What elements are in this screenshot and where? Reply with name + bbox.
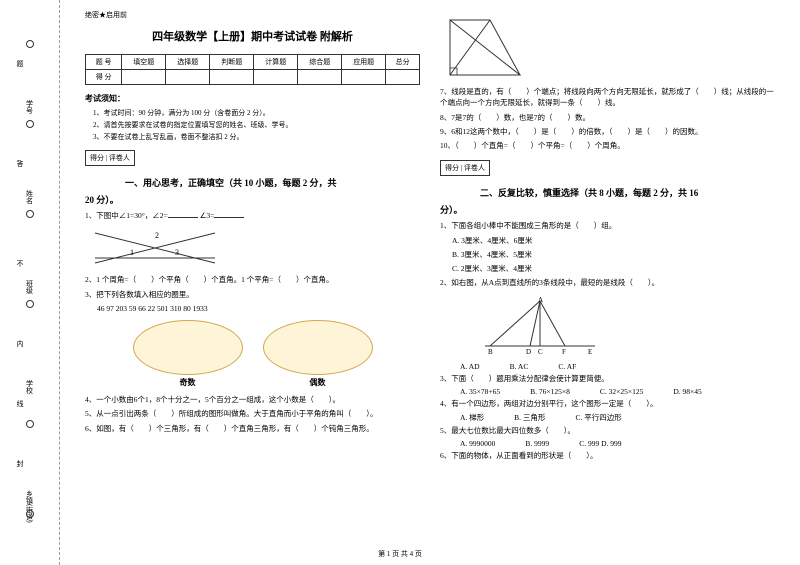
s2q2: 2、如右图，从A点到直线所的3条线段中，最短的是线段（ ）。 bbox=[440, 277, 775, 288]
opt-a: A. AD bbox=[460, 362, 480, 371]
opt-d: D. 98×45 bbox=[673, 387, 701, 396]
s2q4-opts: A. 梯形 B. 三角形 C. 平行四边形 bbox=[440, 412, 775, 423]
oval-even bbox=[263, 320, 373, 375]
section-1-cont: 20 分）。 bbox=[85, 193, 420, 206]
svg-text:B: B bbox=[488, 348, 493, 356]
opt-c: C. 32×25×125 bbox=[600, 387, 643, 396]
angle-diagram: 2 1 3 bbox=[85, 228, 225, 268]
th-total: 总分 bbox=[386, 55, 420, 70]
notice-1: 1、考试时间：90 分钟，满分为 100 分（含卷面分 2 分）。 bbox=[85, 108, 420, 118]
triangle-diagram bbox=[440, 10, 540, 80]
exam-title: 四年级数学【上册】期中考试试卷 附解析 bbox=[85, 28, 420, 44]
q6: 6、如图，有（ ）个三角形，有（ ）个直角三角形，有（ ）个钝角三角形。 bbox=[85, 423, 420, 434]
th-app: 应用题 bbox=[342, 55, 386, 70]
th-num: 题 号 bbox=[86, 55, 122, 70]
notice-2: 2、请首先按要求在试卷的指定位置填写您的姓名、班级、学号。 bbox=[85, 120, 420, 130]
td-score: 得 分 bbox=[86, 70, 122, 85]
main-content: 绝密★启用前 四年级数学【上册】期中考试试卷 附解析 题 号 填空题 选择题 判… bbox=[60, 0, 800, 565]
q4: 4、一个小数由6个1，8个十分之一，5个百分之一组成，这个小数是（ ）。 bbox=[85, 394, 420, 405]
oval-even-label: 偶数 bbox=[263, 377, 373, 388]
th-fill: 填空题 bbox=[122, 55, 166, 70]
svg-text:A: A bbox=[538, 296, 543, 304]
margin-circle bbox=[26, 40, 34, 48]
secret-label: 绝密★启用前 bbox=[85, 10, 420, 20]
s2q3: 3、下面（ ）题用乘法分配律会使计算更简便。 bbox=[440, 373, 775, 384]
opt-c: C. 999 D. 999 bbox=[579, 439, 621, 448]
svg-text:F: F bbox=[562, 348, 566, 356]
section-1-title: 一、用心思考，正确填空（共 10 小题，每题 2 分，共 bbox=[125, 176, 420, 189]
q9: 9、6和12这两个数中，（ ）是（ ）的倍数，（ ）是（ ）的因数。 bbox=[440, 126, 775, 137]
margin-label-id: 学号 bbox=[25, 100, 35, 114]
oval-container: 奇数 偶数 bbox=[85, 320, 420, 388]
s2q5-opts: A. 9990000 B. 9999 C. 999 D. 999 bbox=[440, 439, 775, 448]
opt-b: B. 9999 bbox=[525, 439, 549, 448]
opt-b: B. AC bbox=[510, 362, 529, 371]
s2q3-opts: A. 35×78+65 B. 76×125×8 C. 32×25×125 D. … bbox=[440, 387, 775, 396]
margin-circle bbox=[26, 300, 34, 308]
s2q1: 1、下面各组小棒中不能围成三角形的是（ ）组。 bbox=[440, 220, 775, 231]
s2q5: 5、最大七位数比最大四位数多（ ）。 bbox=[440, 425, 775, 436]
page-footer: 第 1 页 共 4 页 bbox=[378, 549, 422, 559]
svg-text:1: 1 bbox=[130, 248, 134, 257]
section-2-cont: 分）。 bbox=[440, 203, 775, 216]
score-box-1: 得分 | 评卷人 bbox=[85, 150, 135, 166]
opt-a: A. 梯形 bbox=[460, 412, 484, 423]
q2: 2、1 个周角=（ ）个平角（ ）个直角。1 个平角=（ ）个直角。 bbox=[85, 274, 420, 285]
binding-margin: 乡镇(街道) 学校 班级 姓名 学号 封 线 内 不 答 题 bbox=[0, 0, 60, 565]
left-column: 绝密★启用前 四年级数学【上册】期中考试试卷 附解析 题 号 填空题 选择题 判… bbox=[75, 10, 430, 555]
seal-mark-5: 答 bbox=[15, 160, 25, 167]
s2q1b: B. 3厘米、4厘米、5厘米 bbox=[440, 249, 775, 260]
oval-odd bbox=[133, 320, 243, 375]
q5: 5、从一点引出两条（ ）所组成的图形叫做角。大于直角而小于平角的角叫（ ）。 bbox=[85, 408, 420, 419]
opt-b: B. 三角形 bbox=[514, 412, 545, 423]
right-column: 7、线段是直的，有（ ）个端点；将线段向两个方向无限延长，就形成了（ ）线；从线… bbox=[430, 10, 785, 555]
s2q4: 4、有一个四边形，两组对边分别平行，这个图形一定是（ ）。 bbox=[440, 398, 775, 409]
q3-numbers: 46 97 203 59 66 22 501 310 80 1933 bbox=[85, 303, 420, 314]
seal-mark-4: 不 bbox=[15, 260, 25, 267]
s2q1c: C. 2厘米、3厘米、4厘米 bbox=[440, 263, 775, 274]
svg-text:2: 2 bbox=[155, 231, 159, 240]
s2q1a: A. 3厘米、4厘米、6厘米 bbox=[440, 235, 775, 246]
margin-circle bbox=[26, 510, 34, 518]
margin-circle bbox=[26, 420, 34, 428]
notice-title: 考试须知： bbox=[85, 93, 420, 104]
q7: 7、线段是直的，有（ ）个端点；将线段向两个方向无限延长，就形成了（ ）线；从线… bbox=[440, 86, 775, 109]
svg-text:3: 3 bbox=[175, 248, 179, 257]
q8: 8、7是7的（ ）数，也是7的（ ）数。 bbox=[440, 112, 775, 123]
seal-mark-6: 题 bbox=[15, 60, 25, 67]
opt-a: A. 9990000 bbox=[460, 439, 495, 448]
svg-text:D: D bbox=[526, 348, 531, 356]
opt-c: C. AF bbox=[558, 362, 576, 371]
seal-mark-2: 线 bbox=[15, 400, 25, 407]
th-comp: 综合题 bbox=[298, 55, 342, 70]
margin-circle bbox=[26, 120, 34, 128]
th-judge: 判断题 bbox=[210, 55, 254, 70]
svg-text:E: E bbox=[588, 348, 592, 356]
s2q6: 6、下面的物体，从正面看到的形状是（ ）。 bbox=[440, 450, 775, 461]
q10: 10、（ ）个直角=（ ）个平角=（ ）个周角。 bbox=[440, 140, 775, 151]
line-segment-diagram: A B D C F E bbox=[480, 296, 600, 356]
s2q2-opts: A. AD B. AC C. AF bbox=[440, 362, 775, 371]
margin-label-class: 班级 bbox=[25, 280, 35, 294]
opt-c: C. 平行四边形 bbox=[575, 412, 621, 423]
opt-a: A. 35×78+65 bbox=[460, 387, 500, 396]
svg-text:C: C bbox=[538, 348, 543, 356]
opt-b: B. 76×125×8 bbox=[530, 387, 570, 396]
oval-odd-label: 奇数 bbox=[133, 377, 243, 388]
score-box-2: 得分 | 评卷人 bbox=[440, 160, 490, 176]
section-2-title: 二、反复比较，慎重选择（共 8 小题，每题 2 分，共 16 bbox=[480, 186, 775, 199]
seal-mark-1: 封 bbox=[15, 460, 25, 467]
seal-mark-3: 内 bbox=[15, 340, 25, 347]
margin-label-school: 学校 bbox=[25, 380, 35, 394]
score-table: 题 号 填空题 选择题 判断题 计算题 综合题 应用题 总分 得 分 bbox=[85, 54, 420, 85]
margin-label-name: 姓名 bbox=[25, 190, 35, 204]
notice-3: 3、不要在试卷上乱写乱画，卷面不整洁扣 2 分。 bbox=[85, 132, 420, 142]
margin-circle bbox=[26, 210, 34, 218]
th-choice: 选择题 bbox=[166, 55, 210, 70]
q1: 1、下图中∠1=30°，∠2= ∠3= bbox=[85, 210, 420, 221]
q3: 3、把下列各数填入相应的圈里。 bbox=[85, 289, 420, 300]
th-calc: 计算题 bbox=[254, 55, 298, 70]
